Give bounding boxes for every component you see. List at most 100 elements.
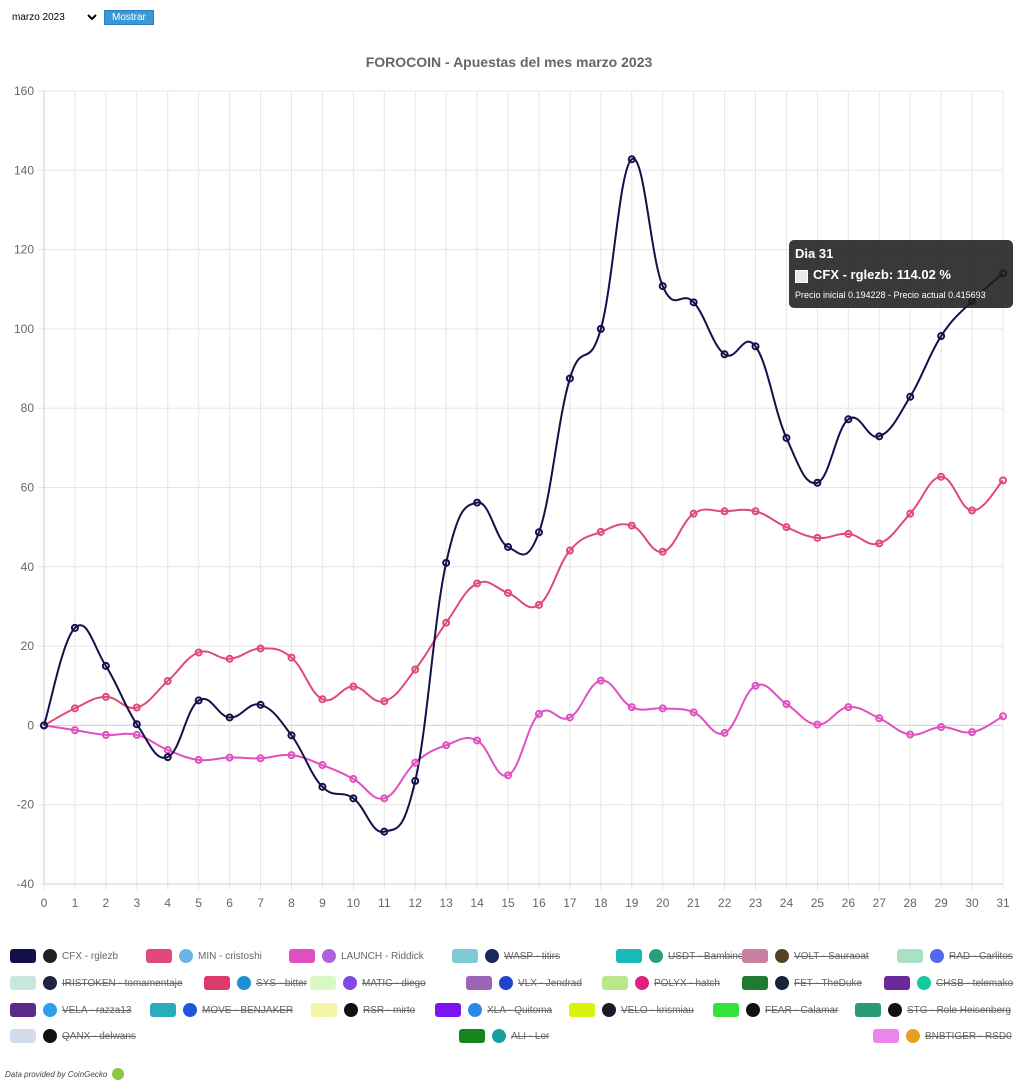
legend-item[interactable]: LAUNCH - Riddick bbox=[289, 947, 424, 965]
data-point[interactable] bbox=[689, 708, 698, 717]
data-point[interactable] bbox=[875, 432, 884, 441]
legend-item[interactable]: MATIC - diego bbox=[310, 974, 426, 992]
show-button[interactable]: Mostrar bbox=[104, 9, 154, 25]
legend-item[interactable]: FEAR - Calamar bbox=[713, 1001, 838, 1019]
data-point[interactable] bbox=[875, 539, 884, 548]
data-point[interactable] bbox=[194, 696, 203, 705]
data-point[interactable] bbox=[504, 542, 513, 551]
data-point[interactable] bbox=[225, 654, 234, 663]
legend-item[interactable]: IRISTOKEN - tomamentaje bbox=[10, 974, 182, 992]
data-point[interactable] bbox=[906, 509, 915, 518]
data-point[interactable] bbox=[937, 722, 946, 731]
legend-item[interactable]: ALI - Lor bbox=[459, 1027, 549, 1045]
data-point[interactable] bbox=[720, 728, 729, 737]
data-point[interactable] bbox=[287, 653, 296, 662]
data-point[interactable] bbox=[782, 433, 791, 442]
data-point[interactable] bbox=[163, 676, 172, 685]
data-point[interactable] bbox=[318, 695, 327, 704]
data-point[interactable] bbox=[132, 730, 141, 739]
data-point[interactable] bbox=[906, 730, 915, 739]
data-point[interactable] bbox=[473, 498, 482, 507]
data-point[interactable] bbox=[132, 703, 141, 712]
data-point[interactable] bbox=[565, 546, 574, 555]
data-point[interactable] bbox=[720, 350, 729, 359]
data-point[interactable] bbox=[627, 155, 636, 164]
legend-item[interactable]: VELA - razza13 bbox=[10, 1001, 131, 1019]
data-point[interactable] bbox=[534, 528, 543, 537]
data-point[interactable] bbox=[287, 751, 296, 760]
data-point[interactable] bbox=[534, 600, 543, 609]
data-point[interactable] bbox=[782, 699, 791, 708]
data-point[interactable] bbox=[658, 547, 667, 556]
data-point[interactable] bbox=[473, 736, 482, 745]
data-point[interactable] bbox=[256, 754, 265, 763]
legend-item[interactable]: VELO - krismiau bbox=[569, 1001, 694, 1019]
data-point[interactable] bbox=[101, 661, 110, 670]
data-point[interactable] bbox=[256, 700, 265, 709]
data-point[interactable] bbox=[225, 753, 234, 762]
data-point[interactable] bbox=[999, 476, 1007, 485]
legend-item[interactable]: BNBTIGER - RSD0 bbox=[873, 1027, 1012, 1045]
data-point[interactable] bbox=[411, 665, 420, 674]
data-point[interactable] bbox=[70, 726, 79, 735]
data-point[interactable] bbox=[40, 721, 48, 730]
data-point[interactable] bbox=[937, 332, 946, 341]
data-point[interactable] bbox=[442, 558, 451, 567]
data-point[interactable] bbox=[256, 644, 265, 653]
data-point[interactable] bbox=[565, 713, 574, 722]
data-point[interactable] bbox=[380, 697, 389, 706]
data-point[interactable] bbox=[101, 692, 110, 701]
data-point[interactable] bbox=[813, 720, 822, 729]
legend-item[interactable]: CFX - rglezb bbox=[10, 947, 118, 965]
legend-item[interactable]: CHSB - telemako bbox=[884, 974, 1013, 992]
data-point[interactable] bbox=[225, 713, 234, 722]
data-point[interactable] bbox=[163, 753, 172, 762]
data-point[interactable] bbox=[720, 507, 729, 516]
data-point[interactable] bbox=[442, 741, 451, 750]
data-point[interactable] bbox=[875, 714, 884, 723]
data-point[interactable] bbox=[349, 794, 358, 803]
data-point[interactable] bbox=[70, 623, 79, 632]
data-point[interactable] bbox=[194, 755, 203, 764]
data-point[interactable] bbox=[596, 676, 605, 685]
legend-item[interactable]: USDT - Bambino bbox=[616, 947, 743, 965]
data-point[interactable] bbox=[504, 771, 513, 780]
data-point[interactable] bbox=[194, 648, 203, 657]
data-point[interactable] bbox=[596, 527, 605, 536]
coingecko-credit[interactable]: Data provided by CoinGecko bbox=[5, 1068, 125, 1080]
data-point[interactable] bbox=[751, 507, 760, 516]
data-point[interactable] bbox=[751, 342, 760, 351]
legend-item[interactable]: POLYX - hatch bbox=[602, 974, 720, 992]
legend-item[interactable]: QANX - delwans bbox=[10, 1027, 136, 1045]
data-point[interactable] bbox=[101, 730, 110, 739]
data-point[interactable] bbox=[968, 728, 977, 737]
data-point[interactable] bbox=[442, 618, 451, 627]
legend-item[interactable]: SYS - bitter bbox=[204, 974, 307, 992]
data-point[interactable] bbox=[627, 521, 636, 530]
data-point[interactable] bbox=[844, 415, 853, 424]
data-point[interactable] bbox=[937, 472, 946, 481]
data-point[interactable] bbox=[658, 704, 667, 713]
data-point[interactable] bbox=[70, 704, 79, 713]
data-point[interactable] bbox=[411, 776, 420, 785]
legend-item[interactable]: XLA - Quitoma bbox=[435, 1001, 552, 1019]
data-point[interactable] bbox=[844, 529, 853, 538]
legend-item[interactable]: STG - Role Heisenberg bbox=[855, 1001, 1011, 1019]
data-point[interactable] bbox=[473, 579, 482, 588]
data-point[interactable] bbox=[782, 523, 791, 532]
data-point[interactable] bbox=[349, 774, 358, 783]
data-point[interactable] bbox=[844, 703, 853, 712]
data-point[interactable] bbox=[596, 324, 605, 333]
data-point[interactable] bbox=[627, 703, 636, 712]
data-point[interactable] bbox=[658, 282, 667, 291]
data-point[interactable] bbox=[318, 761, 327, 770]
data-point[interactable] bbox=[689, 509, 698, 518]
data-point[interactable] bbox=[287, 731, 296, 740]
data-point[interactable] bbox=[132, 720, 141, 729]
data-point[interactable] bbox=[689, 298, 698, 307]
data-point[interactable] bbox=[349, 682, 358, 691]
data-point[interactable] bbox=[999, 712, 1007, 721]
data-point[interactable] bbox=[534, 709, 543, 718]
legend-item[interactable]: MOVE - BENJAKER bbox=[150, 1001, 293, 1019]
data-point[interactable] bbox=[813, 478, 822, 487]
